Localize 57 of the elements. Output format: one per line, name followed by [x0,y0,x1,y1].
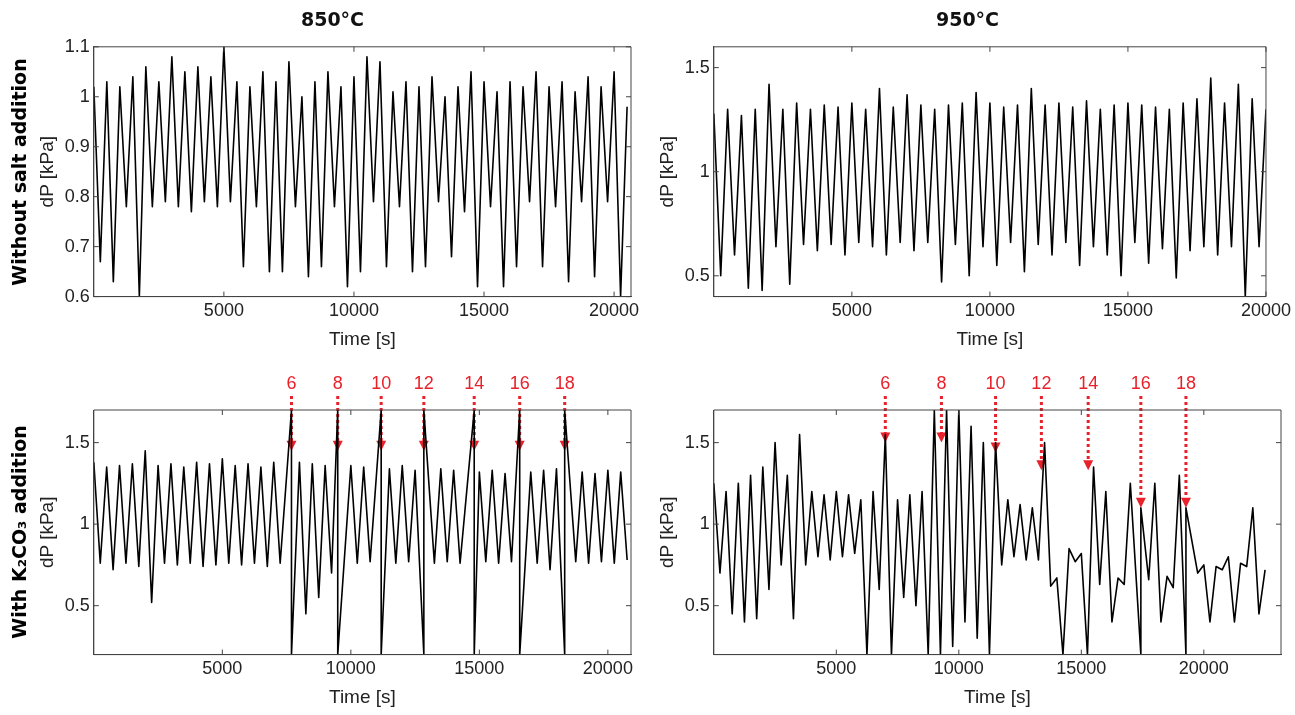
annotation: 18 [554,372,575,393]
y-axis-title: dP [kPa] [35,496,57,569]
x-tick-label: 5000 [831,300,872,321]
x-tick-label: 20000 [1240,300,1291,321]
y-tick-label: 0.6 [64,285,90,306]
y-tick-label: 1.5 [684,431,710,452]
chart-title: 950°C [935,8,1000,31]
text: Without salt addition [7,57,30,286]
annotation: 12 [1031,372,1052,393]
x-tick-label: 15000 [454,658,505,679]
x-tick-label: 10000 [328,300,379,321]
annotation: 14 [464,372,485,393]
x-tick-label: 5000 [202,658,243,679]
text: With K₂CO₃ addition [7,425,30,640]
annotation: 8 [332,372,343,393]
x-tick-label: 10000 [933,658,984,679]
x-tick-label: 15000 [1056,658,1107,679]
y-tick-label: 0.7 [64,235,90,256]
x-axis-title: Time [s] [956,327,1024,349]
y-tick-label: 1.1 [64,35,90,56]
annotation: 8 [936,372,947,393]
annotation: 12 [413,372,434,393]
y-tick-label: 1 [79,513,90,534]
y-tick-label: 1.5 [64,431,90,452]
y-axis-title: dP [kPa] [655,496,677,569]
annotation: 14 [1078,372,1099,393]
annotation: 6 [286,372,297,393]
annotation: 6 [880,372,891,393]
annotation: 16 [1130,372,1151,393]
annotation: 18 [1175,372,1196,393]
x-tick-label: 15000 [458,300,510,321]
chart-title: 850°C [300,8,365,31]
annotation: 10 [985,372,1006,393]
annotation: 16 [509,372,530,393]
y-tick-label: 0.9 [64,135,90,156]
annotation: 10 [371,372,392,393]
x-tick-label: 10000 [964,300,1015,321]
y-tick-label: 1 [79,85,90,106]
y-axis-title: dP [kPa] [35,135,57,208]
x-tick-label: 20000 [582,658,633,679]
y-tick-label: 0.5 [684,594,710,615]
x-tick-label: 20000 [589,300,640,321]
y-tick-label: 1 [699,160,710,181]
y-tick-label: 0.5 [64,594,90,615]
x-tick-label: 10000 [325,658,376,679]
y-tick-label: 1 [699,513,710,534]
y-axis-title: dP [kPa] [655,135,677,208]
y-tick-label: 1.5 [684,56,710,77]
x-axis-title: Time [s] [328,685,396,707]
x-axis-title: Time [s] [328,327,396,349]
x-tick-label: 20000 [1178,658,1229,679]
y-tick-label: 0.8 [64,185,90,206]
y-tick-label: 0.5 [684,264,710,285]
x-tick-label: 15000 [1102,300,1153,321]
x-axis-title: Time [s] [963,685,1031,707]
x-tick-label: 5000 [203,300,244,321]
x-tick-label: 5000 [816,658,857,679]
